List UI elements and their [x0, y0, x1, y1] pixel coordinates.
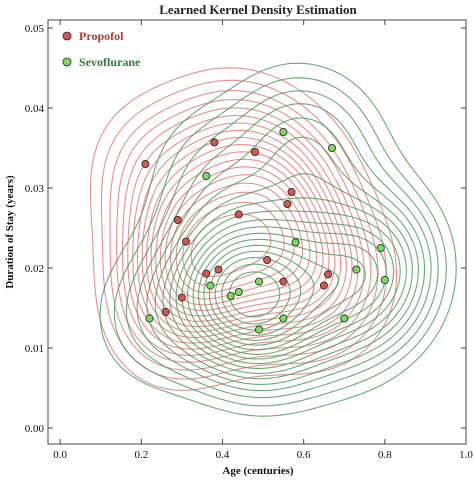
point-propofol: [214, 265, 223, 274]
legend-marker-propofol: [62, 31, 72, 41]
x-tick-label: 0.8: [378, 449, 392, 461]
x-tick-label: 0.4: [216, 449, 230, 461]
point-propofol: [234, 210, 243, 219]
scatter-points: [141, 127, 389, 334]
legend-marker-sevoflurane: [62, 57, 72, 67]
point-sevoflurane: [226, 291, 235, 300]
y-tick-label: 0.00: [25, 423, 45, 435]
point-sevoflurane: [206, 281, 215, 290]
point-sevoflurane: [340, 314, 349, 323]
y-tick-label: 0.03: [25, 183, 45, 195]
y-tick-label: 0.02: [25, 263, 44, 275]
point-propofol: [319, 281, 328, 290]
density-contours: [89, 62, 457, 417]
y-axis-label: Duration of Stay (years): [4, 175, 16, 289]
x-tick-label: 0.2: [134, 449, 148, 461]
y-tick-label: 0.01: [25, 343, 44, 355]
point-propofol: [161, 307, 170, 316]
y-tick-label: 0.05: [25, 23, 45, 35]
point-sevoflurane: [328, 143, 337, 152]
point-sevoflurane: [255, 325, 264, 334]
point-sevoflurane: [279, 314, 288, 323]
axis-ticks: 0.0 0.2 0.4 0.6 0.8 1.0 0.00 0.01 0.02 0.03 0.04 0.…: [25, 20, 473, 461]
point-sevoflurane: [279, 127, 288, 136]
point-propofol: [250, 147, 259, 156]
point-sevoflurane: [145, 314, 154, 323]
contour-sevoflurane: [99, 62, 457, 417]
point-sevoflurane: [255, 277, 264, 286]
chart-title: Learned Kernel Density Estimation: [159, 2, 357, 17]
point-propofol: [210, 138, 219, 147]
x-tick-label: 1.0: [459, 449, 473, 461]
y-tick-label: 0.04: [25, 103, 45, 115]
plot-frame: [47, 19, 467, 445]
legend-label-sevoflurane: Sevoflurane: [79, 55, 141, 69]
x-axis-label: Age (centuries): [222, 465, 294, 477]
point-sevoflurane: [376, 243, 385, 252]
point-sevoflurane: [202, 171, 211, 180]
point-propofol: [287, 187, 296, 196]
point-propofol: [141, 159, 150, 168]
point-sevoflurane: [234, 287, 243, 296]
point-propofol: [324, 270, 333, 279]
point-sevoflurane: [352, 265, 361, 274]
point-sevoflurane: [380, 275, 389, 284]
point-propofol: [279, 277, 288, 286]
point-propofol: [202, 269, 211, 278]
x-tick-label: 0.6: [297, 449, 311, 461]
point-propofol: [177, 293, 186, 302]
point-sevoflurane: [291, 238, 300, 247]
point-propofol: [263, 255, 272, 264]
point-propofol: [283, 199, 292, 208]
legend-label-propofol: Propofol: [79, 29, 124, 43]
x-tick-label: 0.0: [53, 449, 67, 461]
point-propofol: [173, 215, 182, 224]
point-propofol: [181, 237, 190, 246]
legend: Propofol Sevoflurane: [62, 29, 141, 69]
